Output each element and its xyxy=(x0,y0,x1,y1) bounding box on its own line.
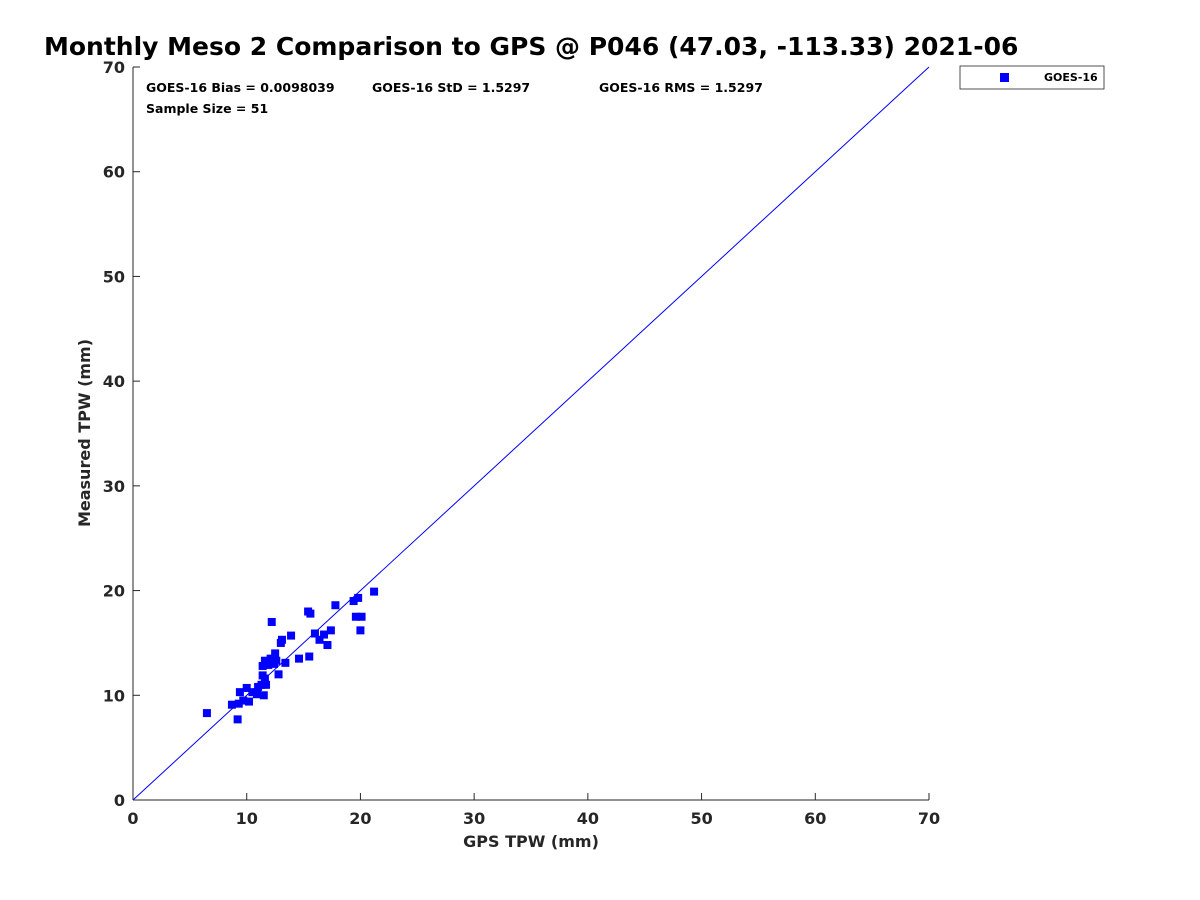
stat-rms: GOES-16 RMS = 1.5297 xyxy=(599,80,763,95)
data-point xyxy=(331,601,340,610)
legend-marker-goes-16 xyxy=(1000,73,1009,82)
data-point xyxy=(252,690,261,699)
data-point xyxy=(202,709,211,718)
stat-bias: GOES-16 Bias = 0.0098039 xyxy=(146,80,335,95)
y-tick-label: 10 xyxy=(103,686,125,705)
tick-group: 0 10 20 30 40 50 60 70 0 10 20 30 40 50 60 70 xyxy=(103,58,940,828)
stat-sample-size: Sample Size = 51 xyxy=(146,101,268,116)
data-point xyxy=(257,680,266,689)
x-tick-label: 50 xyxy=(690,809,712,828)
data-point xyxy=(262,680,271,689)
legend[interactable]: GOES-16 xyxy=(959,65,1105,90)
data-point xyxy=(271,649,280,658)
stats-annotations: GOES-16 Bias = 0.0098039 GOES-16 StD = 1… xyxy=(146,80,763,116)
data-point xyxy=(281,658,290,667)
data-point xyxy=(351,612,360,621)
data-point xyxy=(357,612,366,621)
data-point xyxy=(233,715,242,724)
data-point xyxy=(242,683,251,692)
legend-box xyxy=(959,65,1105,90)
x-tick-label: 20 xyxy=(349,809,371,828)
data-point xyxy=(274,670,283,679)
y-tick-label: 50 xyxy=(103,267,125,286)
y-tick-label: 70 xyxy=(103,58,125,77)
data-point xyxy=(349,597,358,606)
data-point xyxy=(320,630,329,639)
y-tick-label: 20 xyxy=(103,582,125,601)
data-point xyxy=(305,652,314,661)
x-tick-label: 70 xyxy=(918,809,940,828)
data-point xyxy=(326,626,335,635)
data-point xyxy=(310,629,319,638)
data-point xyxy=(239,696,248,705)
data-point xyxy=(260,674,269,683)
y-tick-label: 30 xyxy=(103,477,125,496)
data-point xyxy=(277,635,286,644)
data-point xyxy=(235,688,244,697)
axes xyxy=(132,67,929,801)
data-point xyxy=(356,626,365,635)
x-axis-label: GPS TPW (mm) xyxy=(463,832,599,851)
x-tick-label: 0 xyxy=(127,809,138,828)
y-tick-label: 0 xyxy=(114,791,125,810)
data-point xyxy=(234,699,243,708)
y-tick-label: 40 xyxy=(103,372,125,391)
y-tick-label: 60 xyxy=(103,163,125,182)
data-point xyxy=(315,635,324,644)
data-point xyxy=(370,587,379,596)
data-point xyxy=(323,641,332,650)
data-point xyxy=(272,656,281,665)
data-point xyxy=(248,688,257,697)
data-point xyxy=(354,593,363,602)
chart-title: Monthly Meso 2 Comparison to GPS @ P046 … xyxy=(44,32,1018,61)
legend-label-goes-16: GOES-16 xyxy=(1044,71,1098,84)
x-tick-label: 10 xyxy=(236,809,258,828)
stat-std: GOES-16 StD = 1.5297 xyxy=(372,80,530,95)
data-point xyxy=(244,697,253,706)
series-goes-16-points xyxy=(202,587,379,724)
x-tick-label: 60 xyxy=(804,809,826,828)
x-tick-label: 40 xyxy=(577,809,599,828)
data-point xyxy=(264,660,273,669)
data-point xyxy=(267,617,276,626)
x-tick-label: 30 xyxy=(463,809,485,828)
data-point xyxy=(306,609,315,618)
data-point xyxy=(259,691,268,700)
data-point xyxy=(287,631,296,640)
data-point xyxy=(258,661,267,670)
data-point xyxy=(227,700,236,709)
data-point xyxy=(295,654,304,663)
y-axis-label: Measured TPW (mm) xyxy=(75,339,94,527)
